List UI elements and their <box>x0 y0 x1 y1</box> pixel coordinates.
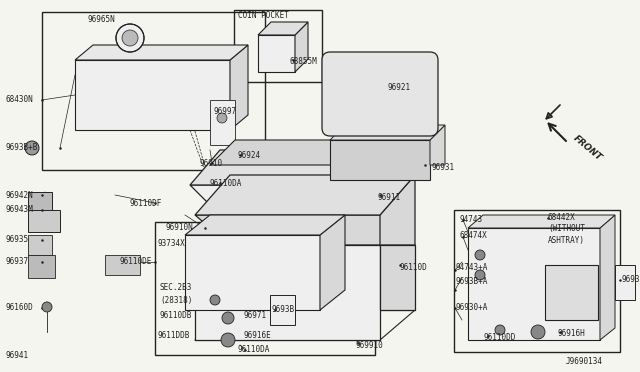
Polygon shape <box>195 215 415 245</box>
Text: 96911: 96911 <box>378 193 401 202</box>
Polygon shape <box>105 255 140 275</box>
Text: 96160D: 96160D <box>5 304 33 312</box>
Text: 96110DA: 96110DA <box>210 179 243 187</box>
Bar <box>210 100 235 145</box>
Polygon shape <box>330 140 430 180</box>
Polygon shape <box>468 228 600 340</box>
Text: 94743+A: 94743+A <box>455 263 488 273</box>
Circle shape <box>217 113 227 123</box>
Polygon shape <box>195 175 415 215</box>
Polygon shape <box>258 35 295 72</box>
Circle shape <box>25 141 39 155</box>
Polygon shape <box>215 183 380 208</box>
Text: 96943M: 96943M <box>5 205 33 215</box>
Text: 96924: 96924 <box>238 151 261 160</box>
Text: (28318): (28318) <box>160 295 193 305</box>
FancyBboxPatch shape <box>322 52 438 136</box>
Text: 68474X: 68474X <box>460 231 488 241</box>
Text: 94743: 94743 <box>460 215 483 224</box>
Polygon shape <box>185 215 345 235</box>
Circle shape <box>531 325 545 339</box>
Text: 96937: 96937 <box>5 257 28 266</box>
Polygon shape <box>28 192 52 212</box>
Circle shape <box>475 270 485 280</box>
Text: 68430N: 68430N <box>5 96 33 105</box>
Text: 96930M: 96930M <box>622 276 640 285</box>
Text: COIN POCKET: COIN POCKET <box>238 12 289 20</box>
Text: J9690134: J9690134 <box>566 357 603 366</box>
Text: 96110DE: 96110DE <box>120 257 152 266</box>
Text: 9611DDB: 9611DDB <box>158 331 190 340</box>
Text: SEC.2B3: SEC.2B3 <box>160 283 193 292</box>
Text: 96910N: 96910N <box>165 224 193 232</box>
Polygon shape <box>295 22 308 72</box>
Polygon shape <box>230 45 248 130</box>
Polygon shape <box>330 125 440 135</box>
Polygon shape <box>258 22 308 35</box>
Polygon shape <box>380 245 415 310</box>
Text: 96971: 96971 <box>243 311 266 321</box>
Text: FRONT: FRONT <box>572 134 604 163</box>
Bar <box>545 265 598 320</box>
Polygon shape <box>190 150 390 185</box>
Polygon shape <box>190 185 390 215</box>
Text: 96941: 96941 <box>5 350 28 359</box>
Polygon shape <box>75 60 230 130</box>
Text: 96930+A: 96930+A <box>455 304 488 312</box>
Text: ASHTRAY): ASHTRAY) <box>548 235 585 244</box>
Polygon shape <box>28 255 55 278</box>
Bar <box>155 222 375 355</box>
Circle shape <box>122 30 138 46</box>
Polygon shape <box>380 175 415 245</box>
Polygon shape <box>320 215 345 310</box>
Circle shape <box>495 325 505 335</box>
Text: 68855M: 68855M <box>290 58 317 67</box>
Polygon shape <box>195 245 380 340</box>
Circle shape <box>221 333 235 347</box>
Text: (WITHOUT: (WITHOUT <box>548 224 585 234</box>
Text: 96110DB: 96110DB <box>160 311 193 321</box>
Text: 96110DD: 96110DD <box>483 334 515 343</box>
Text: 96935: 96935 <box>5 235 28 244</box>
Text: 96916H: 96916H <box>558 328 586 337</box>
Bar <box>234 10 322 82</box>
Polygon shape <box>468 215 615 228</box>
Bar <box>454 210 620 352</box>
Text: 96110D: 96110D <box>400 263 428 273</box>
Text: 93734X: 93734X <box>158 238 186 247</box>
Text: 96916E: 96916E <box>243 331 271 340</box>
Circle shape <box>42 302 52 312</box>
Polygon shape <box>28 210 60 232</box>
Text: 9693B+B: 9693B+B <box>5 144 37 153</box>
Text: 68442X: 68442X <box>548 214 576 222</box>
Text: 9693B: 9693B <box>272 305 295 314</box>
Circle shape <box>210 295 220 305</box>
Polygon shape <box>75 45 248 60</box>
Text: 96110DF: 96110DF <box>130 199 163 208</box>
Polygon shape <box>28 235 52 255</box>
Polygon shape <box>430 125 445 165</box>
Bar <box>270 295 295 325</box>
Polygon shape <box>600 215 615 340</box>
Text: 96997: 96997 <box>213 108 236 116</box>
Circle shape <box>116 24 144 52</box>
Circle shape <box>222 312 234 324</box>
Text: 9693B+A: 9693B+A <box>455 278 488 286</box>
Polygon shape <box>330 125 445 140</box>
Text: 96910: 96910 <box>200 160 223 169</box>
Text: 969910: 969910 <box>355 340 383 350</box>
Text: 96942N: 96942N <box>5 190 33 199</box>
Polygon shape <box>360 130 390 215</box>
Text: 96110DA: 96110DA <box>238 346 270 355</box>
Polygon shape <box>210 140 385 165</box>
Bar <box>42 12 265 170</box>
Bar <box>615 265 635 300</box>
Text: 96931: 96931 <box>432 164 455 173</box>
Circle shape <box>475 250 485 260</box>
Text: 96921: 96921 <box>388 83 411 93</box>
Text: 96965N: 96965N <box>88 15 116 23</box>
Polygon shape <box>185 235 320 310</box>
